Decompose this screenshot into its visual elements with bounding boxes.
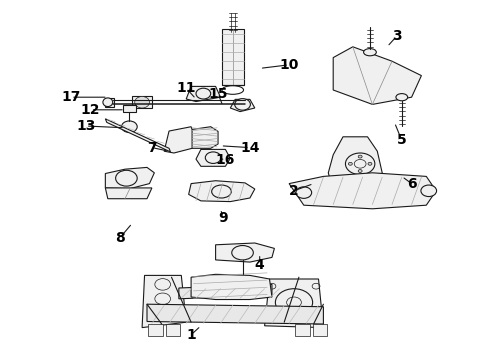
Polygon shape [179,284,272,299]
Text: 6: 6 [407,177,416,190]
Polygon shape [295,324,310,336]
Ellipse shape [358,170,362,172]
Text: 2: 2 [289,184,299,198]
Text: 1: 1 [186,328,196,342]
Polygon shape [313,324,327,336]
Text: 8: 8 [115,231,125,244]
Polygon shape [230,99,255,112]
Ellipse shape [421,185,437,197]
Text: 14: 14 [240,141,260,154]
Polygon shape [216,243,274,262]
Polygon shape [186,86,220,102]
Polygon shape [189,181,255,202]
Text: 13: 13 [76,119,96,133]
Text: 5: 5 [397,134,407,147]
Ellipse shape [205,152,221,163]
Ellipse shape [235,99,250,110]
Ellipse shape [368,162,372,165]
Polygon shape [164,127,192,153]
Ellipse shape [396,94,408,101]
Text: 10: 10 [279,58,299,72]
Ellipse shape [364,49,376,56]
Text: 17: 17 [61,90,81,104]
Polygon shape [122,105,136,112]
Text: 4: 4 [255,258,265,271]
Polygon shape [142,275,186,328]
Polygon shape [328,137,382,198]
Polygon shape [105,119,171,152]
Text: 15: 15 [208,87,228,100]
Text: 9: 9 [218,211,228,225]
Polygon shape [191,127,218,148]
Text: 11: 11 [176,81,196,95]
Text: 16: 16 [216,153,235,167]
Polygon shape [333,47,421,104]
Ellipse shape [212,185,231,198]
Ellipse shape [358,155,362,158]
Polygon shape [196,149,230,166]
Polygon shape [105,167,154,189]
Polygon shape [289,173,436,209]
Text: 7: 7 [147,141,157,154]
Polygon shape [105,98,114,107]
Polygon shape [132,96,152,108]
Ellipse shape [296,187,312,198]
Ellipse shape [348,162,352,165]
Ellipse shape [232,246,253,260]
Polygon shape [105,188,152,199]
Polygon shape [222,29,244,85]
Ellipse shape [122,121,137,132]
Polygon shape [265,279,323,328]
Polygon shape [147,304,323,324]
Ellipse shape [135,96,149,108]
Ellipse shape [103,98,113,107]
Polygon shape [148,324,163,336]
Polygon shape [191,274,272,300]
Text: 12: 12 [81,103,100,117]
Polygon shape [166,324,180,336]
Ellipse shape [196,88,211,99]
Text: 3: 3 [392,29,402,43]
